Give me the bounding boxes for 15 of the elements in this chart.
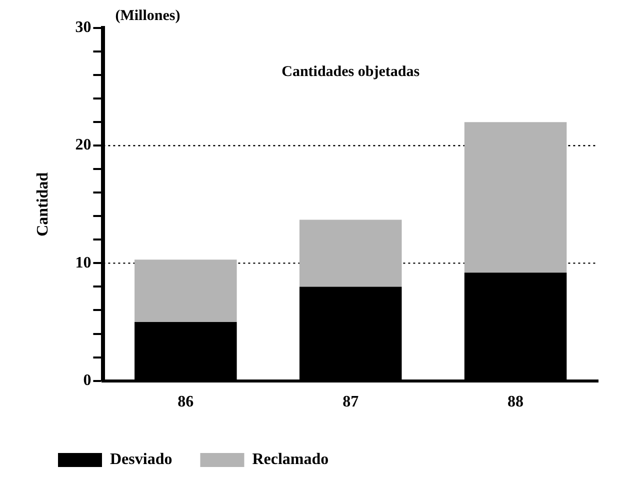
bar: [464, 122, 567, 273]
legend-label: Reclamado: [252, 451, 329, 468]
x-tick-label: 88: [508, 394, 524, 411]
text: Cantidades objetadas: [282, 64, 420, 80]
y-tick-label: 0: [83, 372, 92, 389]
x-tick-label: 86: [178, 394, 194, 411]
y-tick-label: 30: [75, 19, 92, 36]
bar: [299, 220, 402, 287]
y-axis-title: Cantidad: [34, 172, 52, 236]
x-tick-label: 87: [342, 394, 359, 411]
legend-label: Desviado: [110, 451, 172, 468]
text: (Millones): [115, 8, 180, 24]
bar: [134, 260, 237, 322]
y-tick-label: 20: [75, 136, 92, 154]
y-tick-label: 10: [75, 254, 92, 272]
